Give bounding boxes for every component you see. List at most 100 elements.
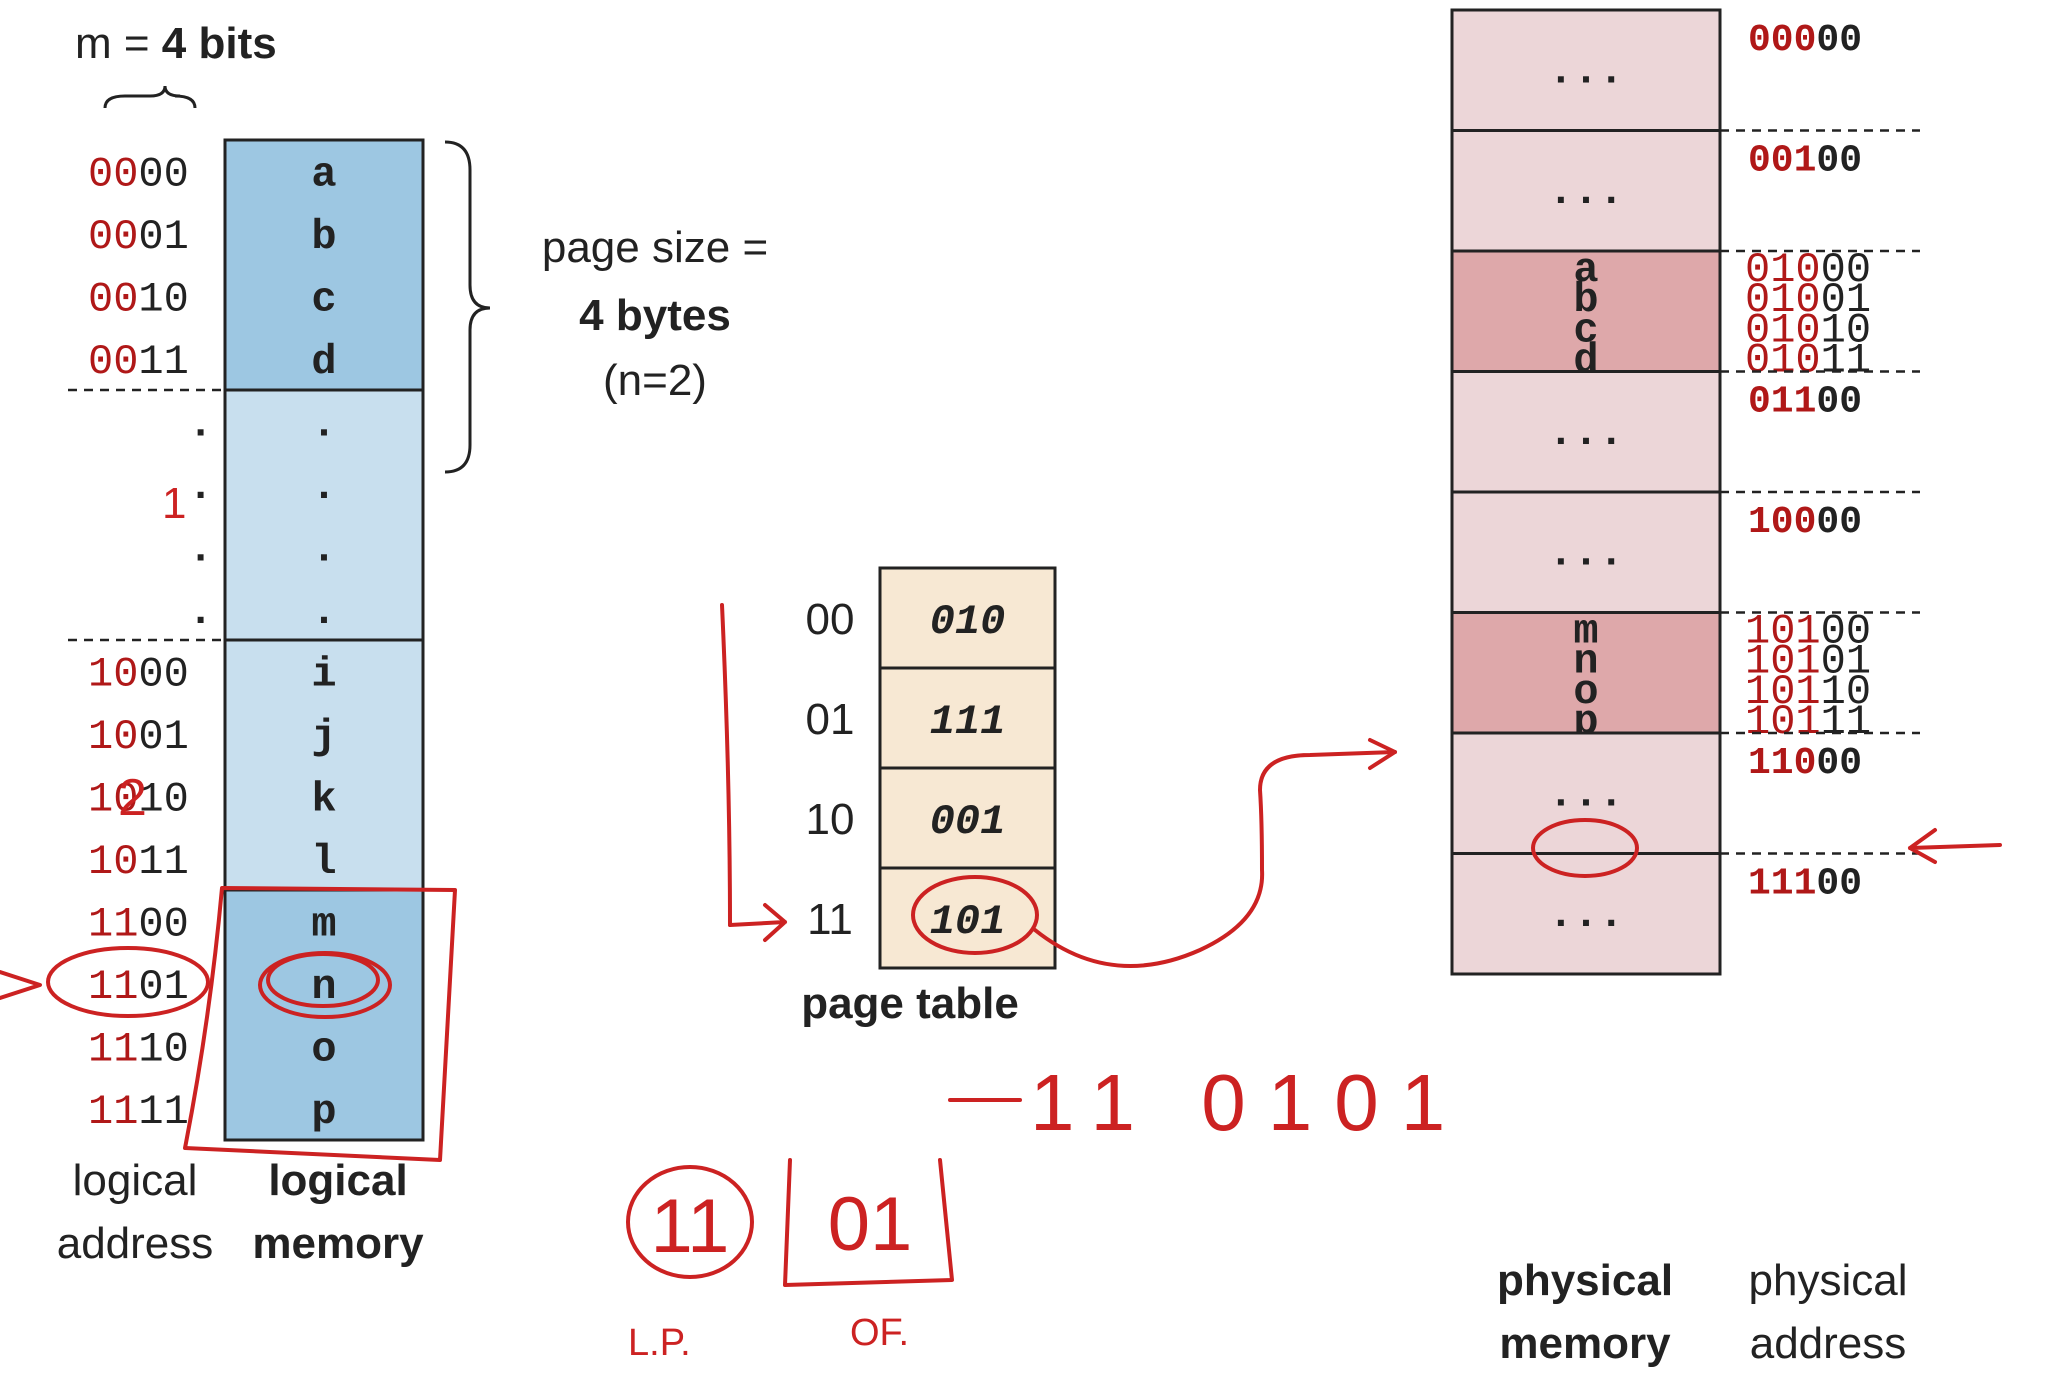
physical-cell: b xyxy=(1573,276,1598,324)
logical-address-gap: . xyxy=(188,400,213,448)
page-table-label: page table xyxy=(801,979,1019,1028)
physical-cell: a xyxy=(1573,246,1598,294)
logical-page-2 xyxy=(223,638,425,892)
handwritten-annotations: 1 2 11 0101 11 01 L.P. OF. xyxy=(0,479,2002,1364)
logical-address-gap: . xyxy=(188,588,213,636)
split-offset: 01 xyxy=(828,1182,913,1267)
physical-cell-ellipsis: ... xyxy=(1548,409,1624,457)
logical-cell: p xyxy=(311,1088,336,1136)
physical-address: 01010 xyxy=(1745,306,1871,354)
logical-cell: i xyxy=(311,650,336,698)
logical-address: 1000 xyxy=(88,650,189,698)
arrow-left-address xyxy=(0,970,42,1000)
physical-frame-3 xyxy=(1450,370,1722,494)
logical-address: 0000 xyxy=(88,150,189,198)
physical-memory: ......abcd......mnop...... xyxy=(1450,8,1722,976)
page-table-frame: 001 xyxy=(930,798,1006,846)
physical-address: 01001 xyxy=(1745,276,1871,324)
logical-cell: l xyxy=(311,838,336,886)
page-table-frame: 010 xyxy=(930,598,1006,646)
arrow-to-physical xyxy=(1033,750,1397,968)
split-page-circle xyxy=(626,1165,754,1279)
page-table: 010 00 111 01 001 10 101 11 xyxy=(806,566,1057,970)
arrow-to-10101 xyxy=(1908,828,2002,864)
physical-cell-ellipsis: ... xyxy=(1548,168,1624,216)
physical-address: 10110 xyxy=(1745,668,1871,716)
logical-address-gap: . xyxy=(188,463,213,511)
page-size-value: 4 bytes xyxy=(579,291,731,340)
physical-cell-ellipsis: ... xyxy=(1548,529,1624,577)
highlight-page-rect xyxy=(183,886,457,1162)
logical-address: 1101 xyxy=(88,963,189,1011)
logical-address-label-2: address xyxy=(57,1219,214,1268)
logical-cell: j xyxy=(311,713,336,761)
arrow-to-row-11 xyxy=(728,903,787,942)
physical-address-label-1: physical xyxy=(1749,1256,1908,1305)
logical-address: 1010 xyxy=(88,775,189,823)
highlight-address-1101 xyxy=(46,946,210,1018)
logical-address-gap: . xyxy=(188,525,213,573)
logical-cell: o xyxy=(311,1025,336,1073)
physical-cell-ellipsis: ... xyxy=(1548,770,1624,818)
page-size-n: (n=2) xyxy=(603,356,707,405)
logical-address: 1001 xyxy=(88,713,189,761)
physical-address: 10111 xyxy=(1745,698,1871,746)
logical-address-column: 0000 0001 0010 0011.... 1000 1001 1010 1011 1100… xyxy=(68,150,225,1136)
physical-address: 01000 xyxy=(1745,246,1871,294)
logical-address: 1011 xyxy=(88,838,189,886)
logical-cell: k xyxy=(311,775,336,823)
logical-page-0 xyxy=(223,138,425,392)
logical-address-label-1: logical xyxy=(73,1156,198,1205)
page-table-entry xyxy=(878,566,1057,670)
physical-address: 10101 xyxy=(1745,638,1871,686)
page-table-index: 00 xyxy=(806,595,855,644)
page-table-entry xyxy=(878,666,1057,770)
logical-memory-label-1: logical xyxy=(268,1156,407,1205)
physical-cell-ellipsis: ... xyxy=(1548,891,1624,939)
logical-address: 1100 xyxy=(88,900,189,948)
logical-cell: . xyxy=(311,525,336,573)
logical-address: 0001 xyxy=(88,213,189,261)
logical-cell: . xyxy=(311,588,336,636)
bits-brace xyxy=(103,85,197,109)
logical-cell: c xyxy=(311,275,336,323)
logical-cell: n xyxy=(311,963,336,1011)
physical-frame-4 xyxy=(1450,490,1722,614)
page-table-index: 11 xyxy=(807,895,853,944)
mark-two: 2 xyxy=(118,769,147,827)
result-address: 11 0101 xyxy=(1030,1058,1467,1147)
physical-address: 11100 xyxy=(1748,863,1862,906)
physical-address-label-2: address xyxy=(1750,1319,1907,1368)
physical-address: 00100 xyxy=(1748,140,1862,183)
physical-frame-7 xyxy=(1450,852,1722,976)
logical-cell: m xyxy=(311,900,336,948)
highlight-frame-101 xyxy=(911,875,1039,955)
label-lp: L.P. xyxy=(628,1322,691,1364)
physical-address: 01100 xyxy=(1748,381,1862,424)
physical-address: 01011 xyxy=(1745,336,1871,384)
physical-address: 10000 xyxy=(1748,501,1862,544)
physical-cell: m xyxy=(1573,608,1598,656)
physical-address: 00000 xyxy=(1748,19,1862,62)
page-table-frame: 111 xyxy=(930,698,1006,746)
logical-cell: . xyxy=(311,463,336,511)
split-offset-box xyxy=(783,1158,954,1287)
physical-memory-label-2: memory xyxy=(1499,1319,1671,1368)
physical-cell: c xyxy=(1573,306,1598,354)
page-table-index: 10 xyxy=(806,795,855,844)
physical-cell: n xyxy=(1573,638,1598,686)
physical-frame-1 xyxy=(1450,129,1722,253)
highlight-n-physical xyxy=(1531,818,1639,878)
label-of: OF. xyxy=(850,1312,909,1354)
physical-frame-2 xyxy=(1450,249,1722,373)
physical-address: 10100 xyxy=(1745,608,1871,656)
split-page: 11 xyxy=(651,1184,730,1269)
page-table-entry xyxy=(878,766,1057,870)
logical-address: 1110 xyxy=(88,1025,189,1073)
logical-address: 1111 xyxy=(88,1088,189,1136)
page-table-index: 01 xyxy=(806,695,855,744)
